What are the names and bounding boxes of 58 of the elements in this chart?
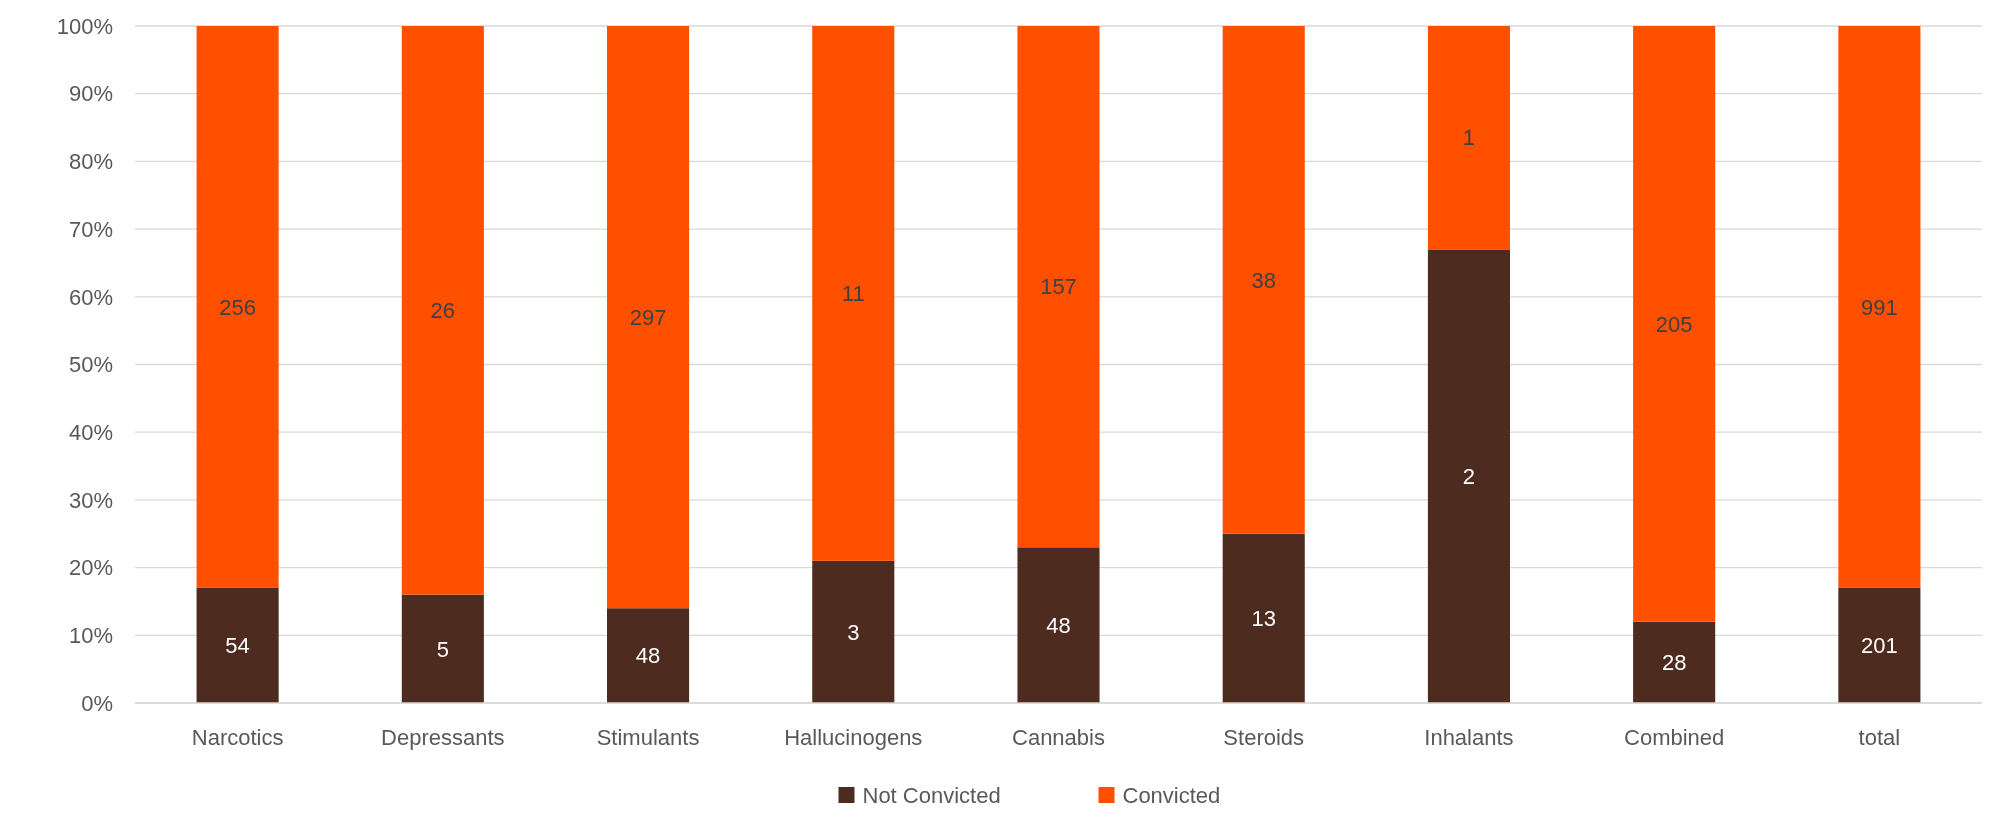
- y-tick-label: 60%: [68, 284, 113, 310]
- x-tick-label: Stimulants: [596, 725, 700, 750]
- bar: [812, 26, 895, 561]
- annotation: 3: [847, 619, 860, 645]
- y-tick-label: 50%: [68, 352, 113, 378]
- x-tick-label: Hallucinogens: [784, 725, 923, 750]
- bar: [1222, 26, 1305, 534]
- bar: [1838, 587, 1921, 703]
- legend-label: Convicted: [1122, 783, 1221, 808]
- y-tick-label: 10%: [68, 623, 113, 648]
- bar: [1017, 26, 1100, 548]
- bar: [607, 608, 690, 703]
- bar: [401, 594, 484, 703]
- annotation: 54: [225, 633, 250, 659]
- bar: [1838, 26, 1921, 588]
- bar: [401, 26, 484, 595]
- annotation: 13: [1251, 606, 1276, 632]
- y-tick-label: 40%: [68, 419, 113, 445]
- annotation: 28: [1661, 650, 1687, 676]
- y-tick-label: 100%: [56, 13, 113, 39]
- bar: [1633, 26, 1716, 622]
- annotation: 1: [1462, 125, 1476, 151]
- bar: [1427, 249, 1510, 703]
- legend-label: Not Convicted: [862, 783, 1001, 808]
- annotation: 5: [436, 636, 449, 662]
- bar: [1633, 621, 1716, 703]
- y-tick-label: 80%: [68, 149, 113, 175]
- annotation: 48: [1046, 612, 1071, 638]
- y-tick-label: 90%: [68, 81, 113, 107]
- annotation: 48: [635, 643, 661, 669]
- bar: [1017, 547, 1100, 703]
- annotation: 11: [841, 281, 865, 307]
- bar: [196, 587, 279, 703]
- x-tick-label: Cannabis: [1012, 725, 1105, 750]
- annotation: 157: [1040, 274, 1077, 300]
- bar: [607, 26, 690, 609]
- bar: [1222, 533, 1305, 703]
- x-tick-label: total: [1858, 725, 1901, 750]
- bar: [196, 26, 279, 588]
- annotation: 26: [430, 298, 456, 324]
- y-tick-label: 70%: [68, 216, 113, 242]
- y-tick-label: 0%: [81, 690, 113, 716]
- y-tick-label: 30%: [68, 487, 113, 513]
- annotation: 256: [219, 294, 256, 320]
- annotation: 297: [629, 304, 667, 330]
- x-tick-label: Inhalants: [1424, 725, 1514, 750]
- annotation: 205: [1655, 311, 1693, 337]
- x-tick-label: Combined: [1624, 725, 1725, 750]
- x-tick-label: Steroids: [1223, 725, 1305, 750]
- annotation: 2: [1462, 463, 1476, 489]
- bar: [812, 560, 895, 703]
- bar: [1427, 26, 1510, 250]
- annotation: 38: [1251, 267, 1276, 293]
- annotation: 201: [1861, 633, 1898, 659]
- annotation: 991: [1861, 294, 1898, 320]
- x-tick-label: Depressants: [381, 725, 505, 750]
- y-tick-label: 20%: [68, 555, 113, 581]
- x-tick-label: Narcotics: [191, 725, 284, 750]
